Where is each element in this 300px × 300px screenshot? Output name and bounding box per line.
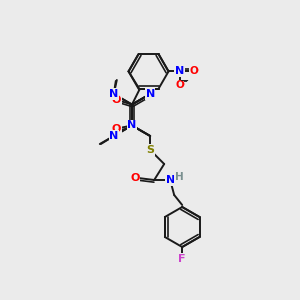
Text: N: N xyxy=(109,89,119,99)
Text: O: O xyxy=(112,95,122,105)
Text: O: O xyxy=(189,66,198,76)
Text: O: O xyxy=(175,80,184,90)
Text: S: S xyxy=(146,145,154,155)
Text: N: N xyxy=(175,66,184,76)
Text: N: N xyxy=(166,175,175,185)
Text: O: O xyxy=(130,173,140,183)
Text: N: N xyxy=(146,89,155,99)
Text: O: O xyxy=(189,66,198,76)
Text: −: − xyxy=(179,77,188,87)
Text: N: N xyxy=(109,89,119,99)
Text: N: N xyxy=(128,121,136,130)
Text: N: N xyxy=(146,89,155,99)
Text: O: O xyxy=(112,124,121,134)
Text: N: N xyxy=(109,131,119,141)
Text: H: H xyxy=(175,172,184,182)
Text: O: O xyxy=(112,124,121,134)
Text: N: N xyxy=(109,89,119,99)
Text: H: H xyxy=(175,172,184,182)
Text: N: N xyxy=(128,121,136,130)
Text: O: O xyxy=(112,95,122,105)
Text: S: S xyxy=(146,145,154,155)
Text: O: O xyxy=(175,80,184,90)
Text: F: F xyxy=(178,254,186,264)
Text: N: N xyxy=(109,131,119,141)
Text: N: N xyxy=(175,66,184,76)
Text: N: N xyxy=(109,131,119,141)
Text: −: − xyxy=(180,76,189,86)
Text: O: O xyxy=(130,173,140,183)
Text: F: F xyxy=(178,254,186,264)
Text: N: N xyxy=(166,175,175,185)
